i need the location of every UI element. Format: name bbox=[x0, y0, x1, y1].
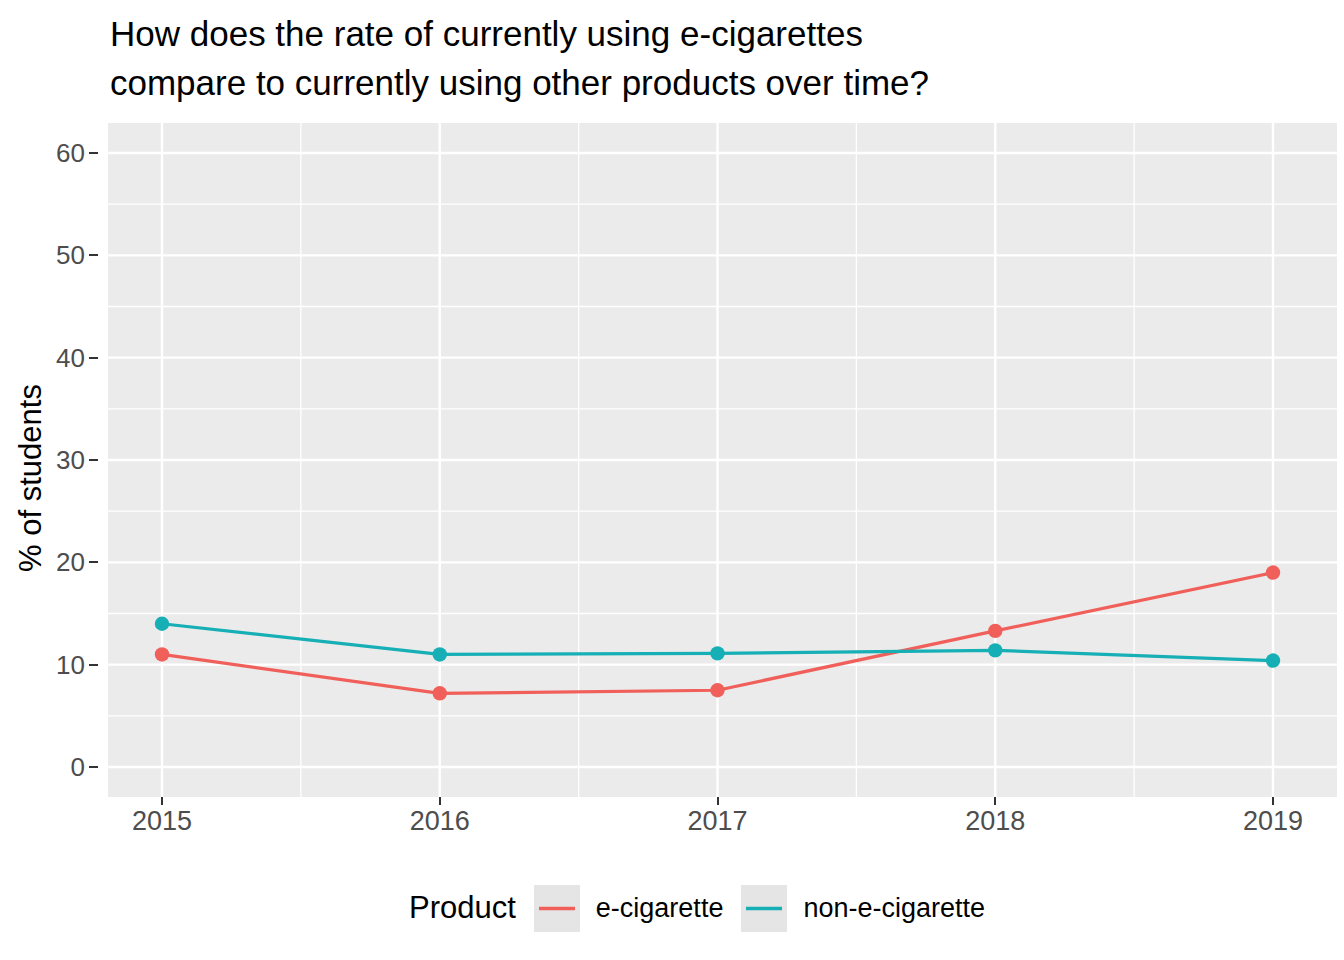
y-tick-label-60: 60 bbox=[0, 139, 85, 167]
y-tick-label-50: 50 bbox=[0, 241, 85, 269]
plot-title-line1: How does the rate of currently using e-c… bbox=[110, 9, 929, 58]
legend-key-non-e-cigarette bbox=[741, 885, 787, 932]
y-tick-label-20: 20 bbox=[0, 548, 85, 576]
data-point-e-cigarette-2015 bbox=[155, 647, 169, 661]
x-tick-mark-2015 bbox=[161, 797, 163, 805]
data-point-non-e-cigarette-2017 bbox=[710, 646, 724, 660]
legend-item-non-e-cigarette: non-e-cigarette bbox=[741, 885, 985, 932]
plot-area bbox=[108, 123, 1337, 797]
x-tick-mark-2016 bbox=[439, 797, 441, 805]
data-point-non-e-cigarette-2015 bbox=[155, 617, 169, 631]
legend-line-swatch-icon bbox=[534, 885, 580, 932]
x-tick-label-2017: 2017 bbox=[658, 806, 778, 836]
data-point-non-e-cigarette-2016 bbox=[433, 647, 447, 661]
x-tick-label-2019: 2019 bbox=[1213, 806, 1333, 836]
y-tick-mark-0 bbox=[89, 766, 98, 768]
legend-line-swatch-icon bbox=[741, 885, 787, 932]
x-tick-label-2015: 2015 bbox=[102, 806, 222, 836]
y-tick-mark-60 bbox=[89, 152, 98, 154]
x-tick-label-2016: 2016 bbox=[380, 806, 500, 836]
legend-item-e-cigarette: e-cigarette bbox=[534, 885, 724, 932]
y-tick-mark-40 bbox=[89, 357, 98, 359]
data-point-e-cigarette-2016 bbox=[433, 686, 447, 700]
y-tick-label-30: 30 bbox=[0, 446, 85, 474]
x-tick-label-2018: 2018 bbox=[935, 806, 1055, 836]
legend-label-e-cigarette: e-cigarette bbox=[596, 893, 724, 924]
data-point-non-e-cigarette-2019 bbox=[1266, 653, 1280, 667]
y-tick-mark-20 bbox=[89, 561, 98, 563]
legend-title: Product bbox=[409, 890, 516, 926]
plot-title-line2: compare to currently using other product… bbox=[110, 58, 929, 107]
plot-panel bbox=[108, 123, 1337, 797]
y-tick-mark-50 bbox=[89, 254, 98, 256]
x-tick-mark-2017 bbox=[717, 797, 719, 805]
data-point-non-e-cigarette-2018 bbox=[988, 643, 1002, 657]
data-point-e-cigarette-2018 bbox=[988, 624, 1002, 638]
data-point-e-cigarette-2017 bbox=[710, 683, 724, 697]
legend-label-non-e-cigarette: non-e-cigarette bbox=[803, 893, 985, 924]
chart-canvas: How does the rate of currently using e-c… bbox=[0, 0, 1344, 960]
x-tick-mark-2018 bbox=[994, 797, 996, 805]
y-tick-mark-30 bbox=[89, 459, 98, 461]
y-tick-mark-10 bbox=[89, 664, 98, 666]
data-point-e-cigarette-2019 bbox=[1266, 565, 1280, 579]
x-tick-mark-2019 bbox=[1272, 797, 1274, 805]
y-tick-label-10: 10 bbox=[0, 651, 85, 679]
y-tick-label-40: 40 bbox=[0, 344, 85, 372]
y-tick-label-0: 0 bbox=[0, 753, 85, 781]
legend: Product e-cigarette non-e-cigarette bbox=[0, 882, 1344, 934]
plot-title: How does the rate of currently using e-c… bbox=[110, 9, 929, 107]
legend-key-e-cigarette bbox=[534, 885, 580, 932]
